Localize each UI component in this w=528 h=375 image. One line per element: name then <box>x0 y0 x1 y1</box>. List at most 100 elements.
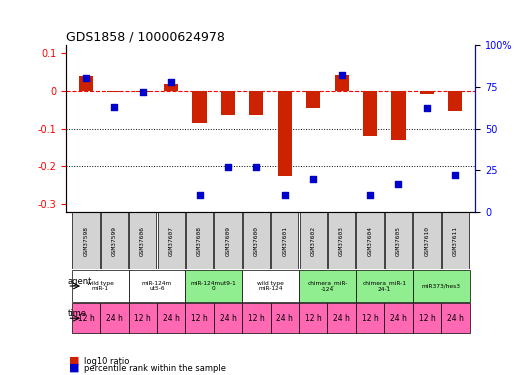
Bar <box>448 90 463 111</box>
Point <box>252 164 261 170</box>
FancyBboxPatch shape <box>242 270 299 302</box>
Text: GSM37601: GSM37601 <box>282 226 287 256</box>
FancyBboxPatch shape <box>185 303 214 333</box>
Bar <box>278 90 292 176</box>
Text: GSM37607: GSM37607 <box>168 226 174 256</box>
FancyBboxPatch shape <box>328 212 355 269</box>
Text: 24 h: 24 h <box>276 314 293 323</box>
Text: 12 h: 12 h <box>191 314 208 323</box>
Bar <box>107 90 121 93</box>
Point <box>110 104 118 110</box>
Text: GSM37599: GSM37599 <box>112 226 117 256</box>
FancyBboxPatch shape <box>413 212 440 269</box>
Point <box>394 181 403 187</box>
Text: GSM37608: GSM37608 <box>197 226 202 256</box>
Text: GSM37605: GSM37605 <box>396 226 401 256</box>
Text: miR373/hes3: miR373/hes3 <box>421 284 460 288</box>
Text: agent: agent <box>68 276 92 285</box>
FancyBboxPatch shape <box>101 212 128 269</box>
Text: 24 h: 24 h <box>106 314 122 323</box>
FancyBboxPatch shape <box>242 303 271 333</box>
FancyBboxPatch shape <box>384 303 413 333</box>
FancyBboxPatch shape <box>128 270 185 302</box>
Text: 12 h: 12 h <box>134 314 151 323</box>
Text: 24 h: 24 h <box>447 314 464 323</box>
Point <box>451 172 459 178</box>
Bar <box>420 90 434 94</box>
Text: ■: ■ <box>69 363 79 373</box>
FancyBboxPatch shape <box>356 303 384 333</box>
FancyBboxPatch shape <box>72 303 100 333</box>
FancyBboxPatch shape <box>299 303 327 333</box>
Text: chimera_miR-
-124: chimera_miR- -124 <box>307 280 347 292</box>
FancyBboxPatch shape <box>413 270 469 302</box>
Text: 24 h: 24 h <box>333 314 350 323</box>
Point <box>195 192 204 198</box>
FancyBboxPatch shape <box>128 303 157 333</box>
Text: GSM37602: GSM37602 <box>310 226 316 256</box>
FancyBboxPatch shape <box>327 303 356 333</box>
Text: GSM37603: GSM37603 <box>339 226 344 256</box>
Text: wild type
miR-124: wild type miR-124 <box>257 280 284 291</box>
Point <box>309 176 317 181</box>
Text: 12 h: 12 h <box>78 314 95 323</box>
Text: chimera_miR-1
24-1: chimera_miR-1 24-1 <box>362 280 406 292</box>
FancyBboxPatch shape <box>356 212 384 269</box>
FancyBboxPatch shape <box>385 212 412 269</box>
Text: GSM37610: GSM37610 <box>425 226 429 256</box>
Text: wild type
miR-1: wild type miR-1 <box>87 280 114 291</box>
Bar <box>79 76 93 90</box>
FancyBboxPatch shape <box>186 212 213 269</box>
FancyBboxPatch shape <box>157 303 185 333</box>
Point <box>423 105 431 111</box>
Bar <box>306 90 320 108</box>
Text: GDS1858 / 10000624978: GDS1858 / 10000624978 <box>66 31 225 44</box>
Bar <box>249 90 263 115</box>
Bar <box>192 90 206 123</box>
Text: miR-124mut9-1
0: miR-124mut9-1 0 <box>191 280 237 291</box>
FancyBboxPatch shape <box>72 270 128 302</box>
FancyBboxPatch shape <box>214 212 242 269</box>
Text: 12 h: 12 h <box>362 314 379 323</box>
Text: miR-124m
ut5-6: miR-124m ut5-6 <box>142 280 172 291</box>
Bar <box>136 90 150 93</box>
Text: 24 h: 24 h <box>163 314 180 323</box>
FancyBboxPatch shape <box>129 212 156 269</box>
Text: time: time <box>68 309 87 318</box>
Text: log10 ratio: log10 ratio <box>84 357 130 366</box>
Point <box>366 192 374 198</box>
Point <box>337 72 346 78</box>
Text: 24 h: 24 h <box>390 314 407 323</box>
Text: 12 h: 12 h <box>248 314 265 323</box>
Point <box>280 192 289 198</box>
FancyBboxPatch shape <box>271 212 298 269</box>
Text: GSM37611: GSM37611 <box>453 226 458 256</box>
FancyBboxPatch shape <box>271 303 299 333</box>
FancyBboxPatch shape <box>441 303 469 333</box>
Text: ■: ■ <box>69 356 79 366</box>
Point <box>82 75 90 81</box>
Bar <box>335 75 349 90</box>
Point <box>224 164 232 170</box>
Bar <box>221 90 235 115</box>
Text: GSM37600: GSM37600 <box>254 226 259 256</box>
Text: 12 h: 12 h <box>305 314 322 323</box>
Bar <box>363 90 377 136</box>
Text: 12 h: 12 h <box>419 314 435 323</box>
FancyBboxPatch shape <box>299 212 327 269</box>
Bar <box>164 84 178 90</box>
Text: GSM37598: GSM37598 <box>83 226 88 256</box>
Text: GSM37606: GSM37606 <box>140 226 145 256</box>
FancyBboxPatch shape <box>72 212 100 269</box>
FancyBboxPatch shape <box>214 303 242 333</box>
FancyBboxPatch shape <box>413 303 441 333</box>
FancyBboxPatch shape <box>441 212 469 269</box>
Point <box>167 79 175 85</box>
FancyBboxPatch shape <box>299 270 356 302</box>
FancyBboxPatch shape <box>185 270 242 302</box>
Bar <box>391 90 406 140</box>
Text: GSM37604: GSM37604 <box>367 226 373 256</box>
FancyBboxPatch shape <box>157 212 185 269</box>
FancyBboxPatch shape <box>356 270 413 302</box>
Text: 24 h: 24 h <box>220 314 237 323</box>
